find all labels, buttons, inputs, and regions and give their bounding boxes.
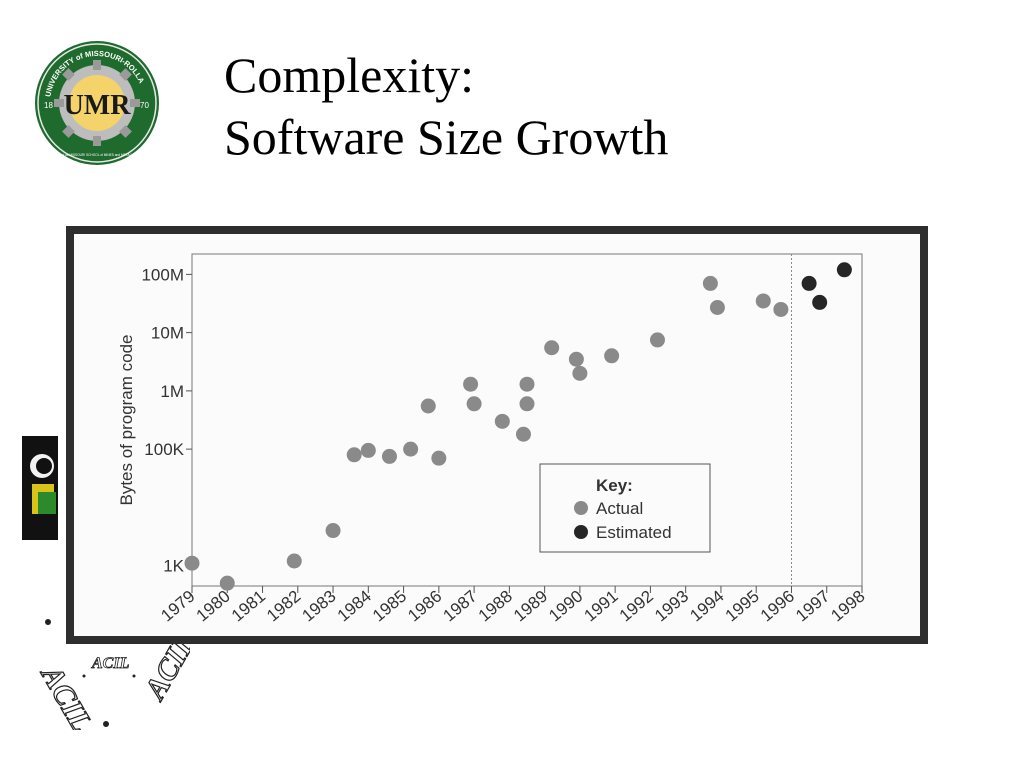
data-points bbox=[184, 262, 852, 591]
data-point-actual bbox=[184, 555, 200, 571]
chart-area: 1K 100K 1M 10M 100M 1979 1980 1981 1982 1983 1984… bbox=[74, 234, 920, 636]
data-point-actual bbox=[466, 396, 482, 412]
data-point-actual bbox=[649, 332, 665, 348]
data-point-actual bbox=[709, 300, 725, 316]
legend-title: Key: bbox=[596, 476, 633, 495]
data-point-estimated bbox=[812, 294, 828, 310]
data-point-actual bbox=[515, 426, 531, 442]
data-point-actual bbox=[463, 376, 479, 392]
data-point-actual bbox=[544, 340, 560, 356]
data-point-actual bbox=[572, 365, 588, 381]
y-tick-label: 100K bbox=[144, 440, 184, 459]
scatter-chart: 1K 100K 1M 10M 100M 197919801981198219831984… bbox=[117, 253, 869, 625]
data-point-actual bbox=[431, 450, 447, 466]
data-point-actual bbox=[604, 348, 620, 364]
data-point-actual bbox=[381, 448, 397, 464]
svg-text:70: 70 bbox=[140, 101, 149, 110]
university-seal-logo: UNIVERSITY of MISSOURI-ROLLA UMR 18 70 F… bbox=[35, 41, 159, 165]
data-point-actual bbox=[519, 396, 535, 412]
slide-title-line2: Software Size Growth bbox=[224, 109, 669, 165]
data-point-actual bbox=[346, 447, 362, 463]
legend-actual-marker bbox=[574, 501, 588, 515]
slide-title-line1: Complexity: bbox=[224, 47, 474, 103]
y-axis-label: Bytes of program code bbox=[117, 334, 136, 505]
svg-text:UMR: UMR bbox=[64, 90, 132, 121]
data-point-actual bbox=[702, 275, 718, 291]
data-point-estimated bbox=[801, 275, 817, 291]
data-point-actual bbox=[519, 376, 535, 392]
data-point-actual bbox=[403, 441, 419, 457]
legend-actual-label: Actual bbox=[596, 499, 643, 518]
chart-axes bbox=[191, 253, 863, 587]
svg-text:ACIL: ACIL bbox=[91, 655, 130, 672]
svg-text:18: 18 bbox=[44, 101, 53, 110]
y-tick-label: 100M bbox=[141, 265, 184, 284]
legend-estimated-marker bbox=[574, 525, 588, 539]
side-logo-fragment bbox=[22, 436, 58, 540]
acil-logo: ACIL ACIL ACIL bbox=[33, 619, 190, 730]
data-point-actual bbox=[773, 301, 789, 317]
data-point-actual bbox=[494, 413, 510, 429]
data-point-actual bbox=[360, 442, 376, 458]
data-point-actual bbox=[420, 398, 436, 414]
legend-box bbox=[539, 463, 711, 553]
y-axis-ticks: 1K 100K 1M 10M 100M bbox=[141, 265, 192, 576]
y-tick-label: 10M bbox=[151, 324, 184, 343]
slide-title: Complexity: Software Size Growth bbox=[224, 44, 668, 168]
svg-text:Founded as MISSOURI SCHOOL of: Founded as MISSOURI SCHOOL of MINES and … bbox=[52, 153, 144, 157]
data-point-actual bbox=[568, 351, 584, 367]
legend-estimated-label: Estimated bbox=[596, 523, 672, 542]
data-point-estimated bbox=[836, 262, 852, 278]
plot-border bbox=[191, 253, 863, 587]
chart-legend: Key: Actual Estimated bbox=[539, 463, 711, 553]
x-axis-ticks: 1979198019811982198319841985198619871988… bbox=[157, 586, 869, 625]
data-point-actual bbox=[286, 553, 302, 569]
chart-frame: 1K 100K 1M 10M 100M 1979 1980 1981 1982 1983 1984… bbox=[66, 226, 928, 644]
svg-text:ACIL: ACIL bbox=[34, 659, 99, 730]
data-point-actual bbox=[219, 575, 235, 591]
data-point-actual bbox=[325, 523, 341, 539]
data-point-actual bbox=[755, 293, 771, 309]
y-tick-label: 1M bbox=[160, 382, 184, 401]
y-tick-label: 1K bbox=[163, 557, 184, 576]
